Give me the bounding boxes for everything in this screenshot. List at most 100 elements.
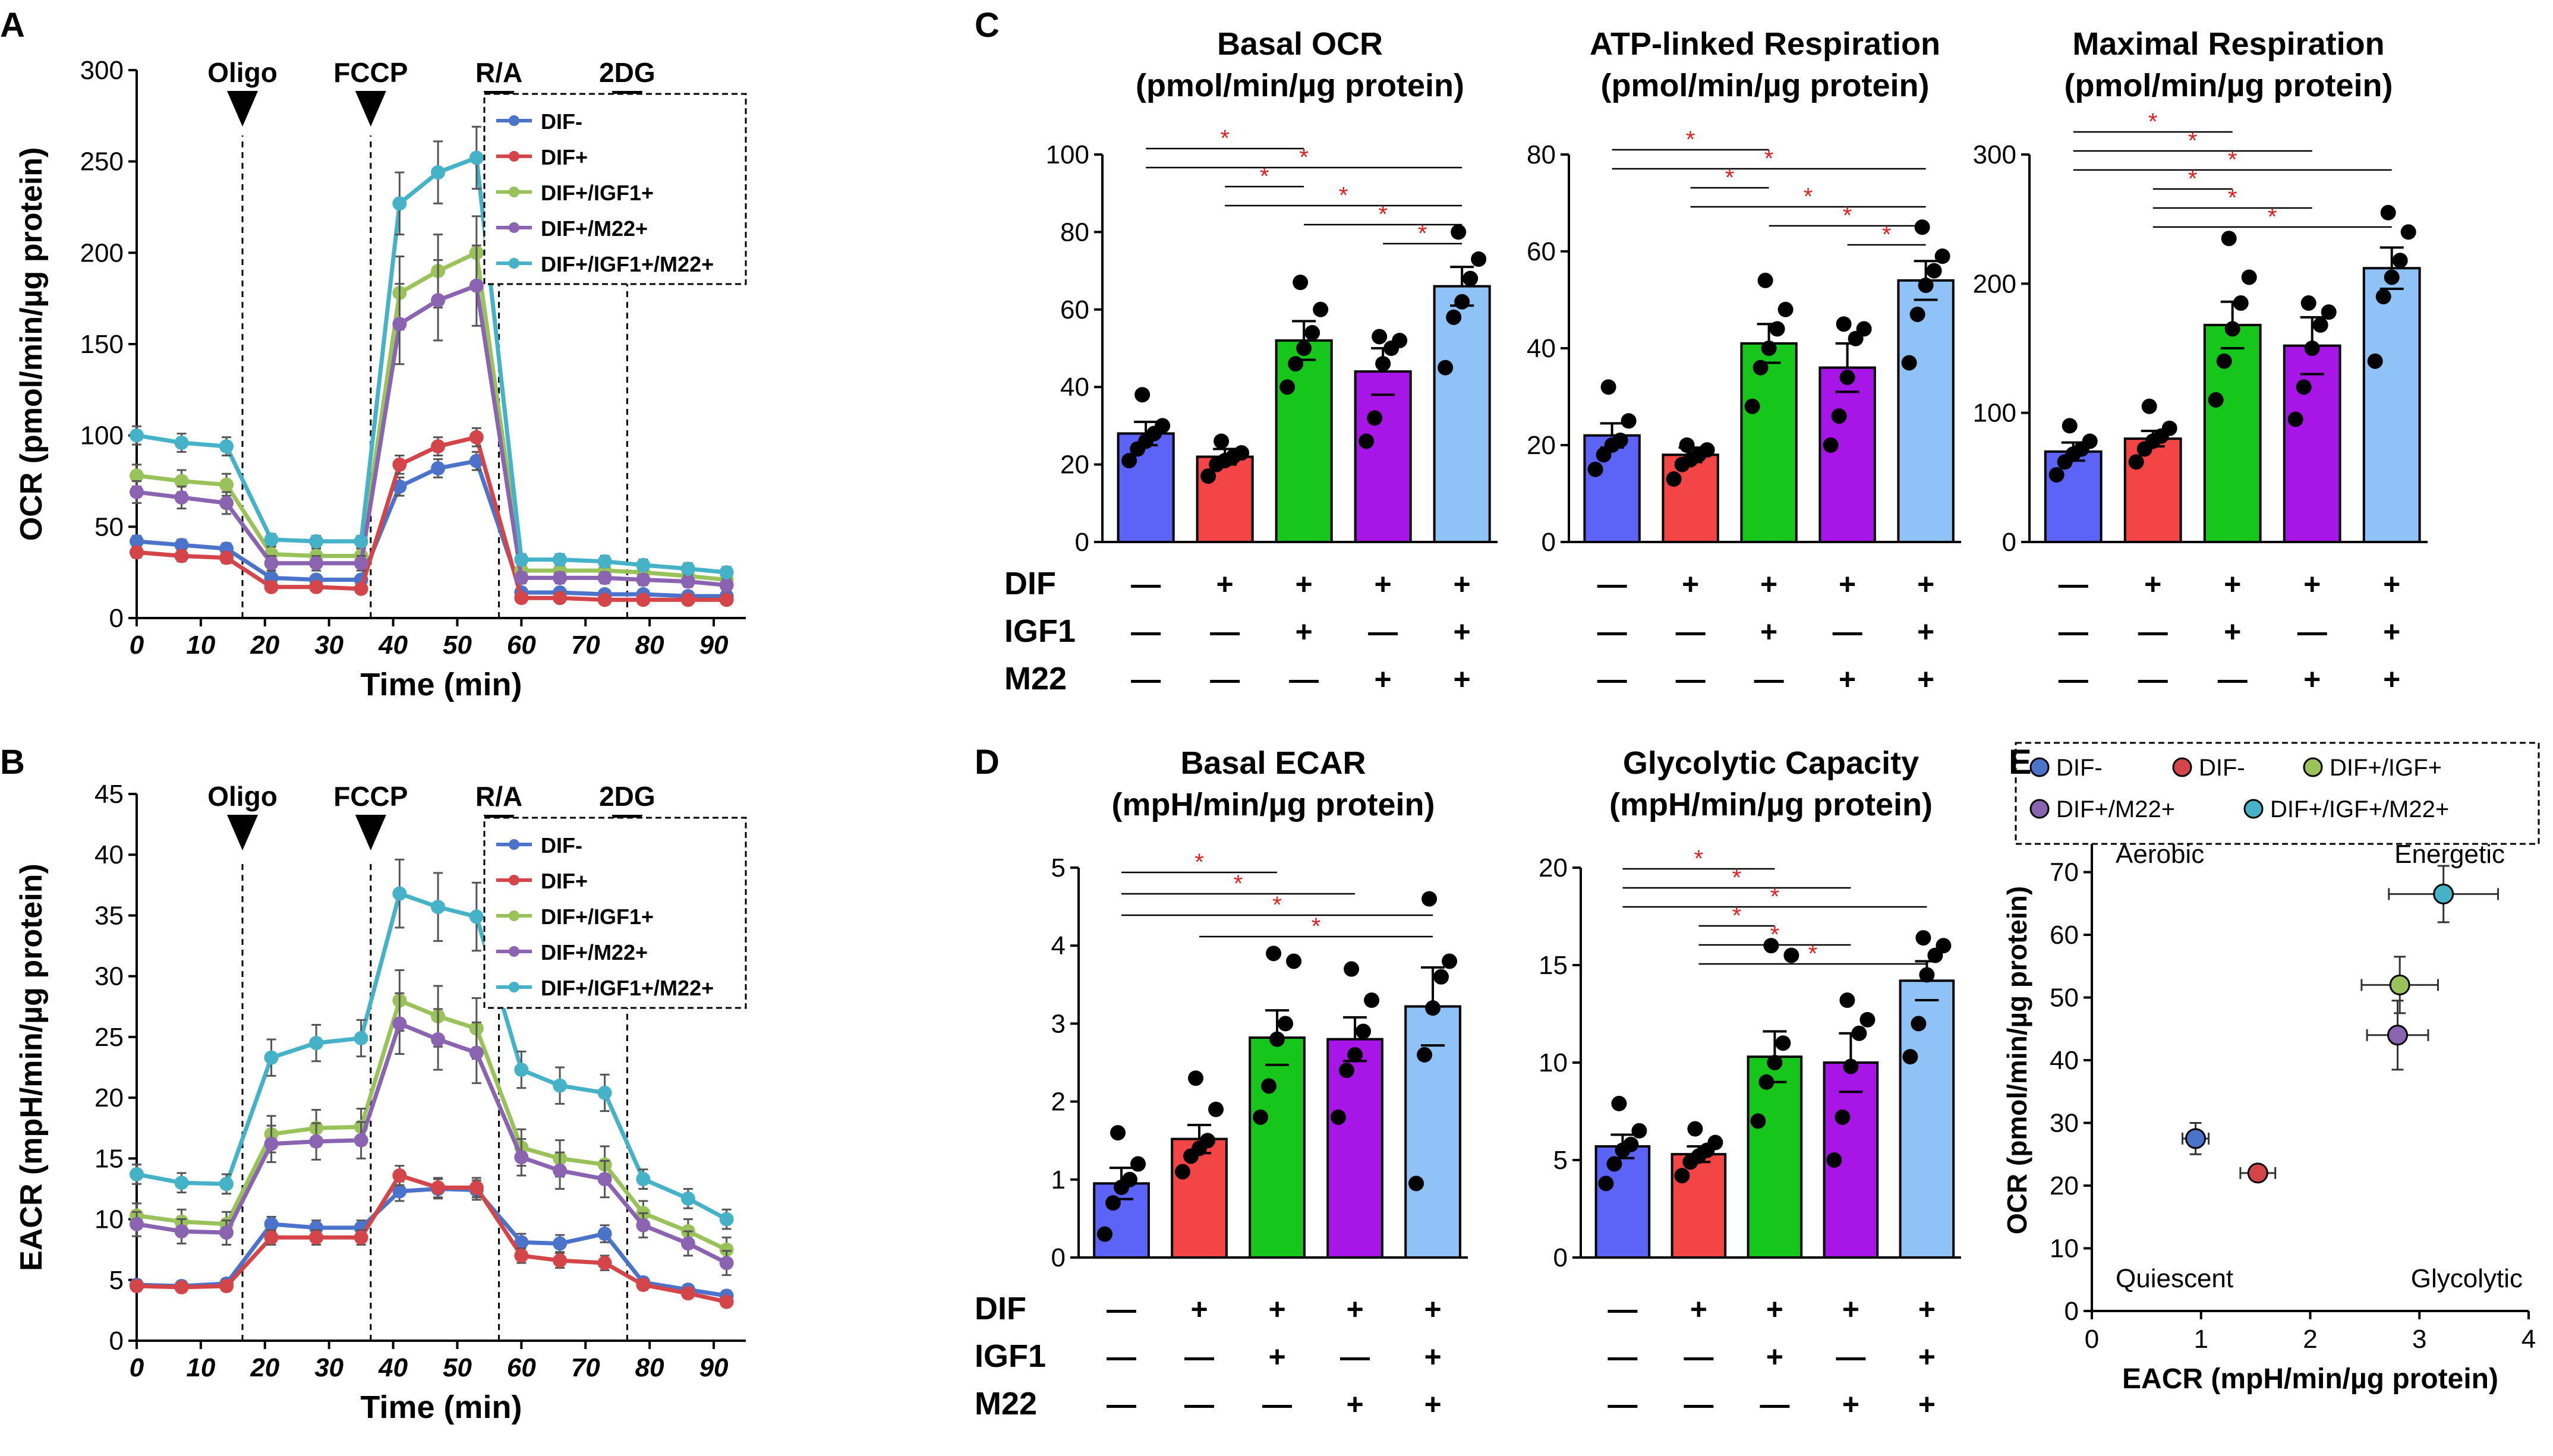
treatment-symbol: + [1917,568,1934,601]
data-point [219,439,234,454]
treatment-symbol: + [1346,1293,1363,1326]
data-point [1347,1047,1363,1063]
data-point [597,1256,612,1271]
bar-4 [1433,285,1491,543]
significance-star: * [1725,165,1735,191]
data-point [1909,306,1925,322]
treatment-symbol: — [1262,1388,1292,1421]
data-point [392,317,407,332]
data-point [1331,1109,1347,1125]
x-tick-label: 30 [314,631,343,660]
y-tick-label: 100 [1973,399,2016,428]
data-point [1296,341,1312,356]
data-point [1934,248,1950,264]
treatment-symbol: — [1608,1340,1637,1373]
data-point [636,572,651,587]
data-point [1914,219,1930,235]
legend-marker [2243,799,2264,819]
panel-label-d: D [975,743,1000,781]
data-point [2128,454,2144,470]
legend-label: DIF+/IGF+/M22+ [2270,796,2449,822]
treatment-symbol: + [2383,568,2400,601]
treatment-symbol: — [1754,663,1784,696]
data-point [2048,467,2065,483]
data-point [354,1030,368,1045]
treatment-symbol: + [1424,1388,1441,1421]
x-axis-label: Time (min) [360,667,522,702]
data-point [1422,891,1438,907]
data-point [636,557,651,572]
bar-0 [1583,434,1641,544]
y-tick-label: 5 [1051,853,1066,883]
data-point [719,578,734,593]
bar-3 [1354,370,1412,543]
bar-4 [1404,1005,1461,1259]
treatment-symbol: — [2218,663,2248,696]
legend-label: DIF+/IGF+ [2330,755,2442,781]
data-point [1611,1095,1627,1111]
significance-star: * [1843,203,1852,229]
legend-swatch-marker [509,222,519,233]
data-point [392,886,407,901]
bar-2 [1275,339,1333,544]
data-point [1288,356,1304,372]
significance-star: * [1732,865,1742,891]
data-point [1097,1226,1113,1242]
bar-4 [2362,267,2421,543]
data-point [392,196,407,211]
scatter-point-DIF+ [2247,1162,2268,1184]
treatment-symbol: — [1597,615,1627,648]
series-line-DIF+/M22+ [136,282,727,588]
treatment-symbol: + [1424,1293,1441,1326]
data-point [719,565,734,580]
data-point [1758,1074,1775,1090]
treatment-symbol: — [1684,1388,1713,1421]
data-point [1451,224,1467,240]
x-tick-label: 40 [378,631,408,660]
chart-title: Glycolytic Capacity [1623,745,1919,781]
data-point [680,1286,695,1301]
data-point [1261,1078,1277,1094]
treatment-symbol: + [1375,663,1392,696]
treatment-symbol: + [1766,1293,1783,1326]
data-point [1767,1055,1783,1070]
data-point [597,571,612,585]
treatment-symbol: + [2303,663,2321,696]
panel-labels: A B C D E [0,6,2032,781]
data-point [597,1172,612,1187]
data-point [1621,413,1637,429]
bar-2 [1249,1036,1306,1259]
legend-marker [2172,757,2192,777]
data-point [553,1236,568,1251]
data-point [636,1218,651,1233]
data-point [514,552,529,567]
data-point [1234,445,1250,461]
y-tick-label: 150 [80,330,124,359]
legend-label: DIF+/IGF1+/M22+ [541,976,714,1000]
data-point [597,554,612,569]
bar-0 [1594,1145,1651,1259]
treatment-symbol: + [1454,615,1471,648]
data-point [354,1133,368,1148]
x-tick-label: 90 [699,631,729,660]
y-axis-label: OCR (pmol/min/µg protein) [2002,886,2032,1234]
y-tick-label: 30 [94,962,124,991]
x-tick-label: 30 [314,1353,343,1382]
bar-0 [2044,450,2103,543]
data-point [1598,1175,1614,1192]
x-tick-label: 10 [186,1353,215,1382]
data-point [1130,1156,1146,1172]
data-point [2400,224,2416,240]
data-point [1587,461,1603,477]
data-point [2241,269,2257,285]
data-point [130,428,144,443]
treatment-symbol: — [1210,663,1240,696]
data-point [1707,1134,1723,1151]
significance-star: * [2188,166,2198,192]
data-point [1902,1049,1918,1065]
scatter-point-DIF+/M22+ [2387,1025,2408,1046]
y-tick-label: 15 [1539,951,1568,980]
data-point [174,490,189,505]
chart-title: Basal OCR [1217,26,1383,62]
treatment-symbol: + [1296,615,1313,648]
